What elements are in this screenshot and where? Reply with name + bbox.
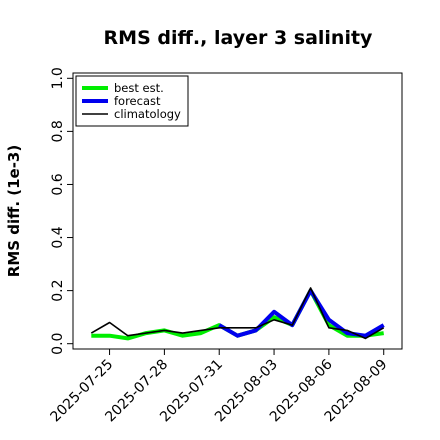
y-tick-label: 1.0 (50, 67, 66, 89)
y-tick-label: 0.8 (50, 120, 66, 142)
legend-label-0: best est. (114, 81, 164, 95)
y-tick-label: 0.6 (50, 173, 66, 195)
series-line-2 (90, 287, 385, 340)
series-layer (90, 287, 385, 341)
y-tick-label: 0.4 (50, 226, 66, 248)
chart-title: RMS diff., layer 3 salinity (104, 27, 374, 49)
legend-label-2: climatology (114, 107, 181, 121)
y-axis: 0.0 0.2 0.4 0.6 0.8 1.0 (50, 67, 73, 355)
x-axis: 2025-07-252025-07-282025-07-312025-08-03… (48, 349, 391, 425)
series-line-0 (91, 288, 384, 341)
series-line-1 (218, 288, 385, 338)
y-tick-label: 0.2 (50, 279, 66, 301)
y-tick-label: 0.0 (50, 333, 66, 355)
plot-area (72, 72, 403, 350)
y-axis-label: RMS diff. (1e-3) (5, 145, 23, 277)
legend-label-1: forecast (114, 94, 161, 108)
